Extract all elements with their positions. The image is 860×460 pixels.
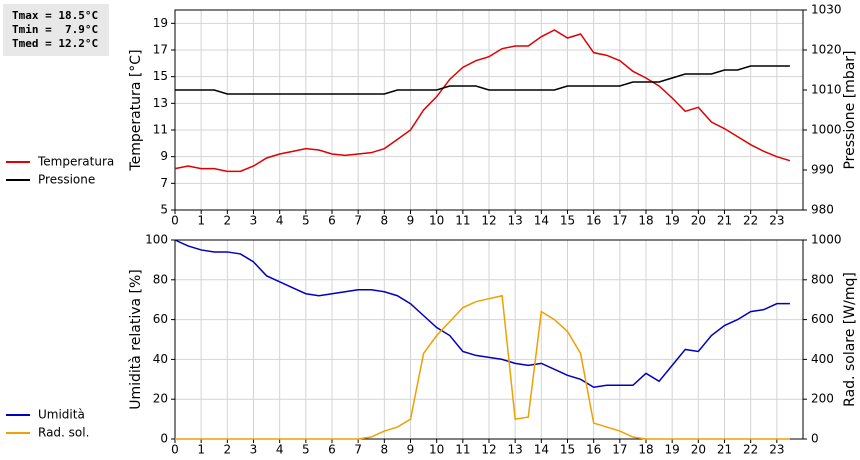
y-tick-label: 11 [153, 123, 168, 137]
y2-axis-title: Rad. solare [W/mq] [842, 272, 858, 407]
y2-tick-label: 1010 [811, 83, 842, 97]
x-tick-label: 12 [481, 443, 496, 457]
plot-frame [174, 239, 804, 440]
x-tick-label: 10 [429, 443, 444, 457]
x-tick-label: 8 [381, 214, 389, 228]
x-tick-label: 11 [455, 214, 470, 228]
x-tick-label: 13 [508, 443, 523, 457]
y2-tick-label: 990 [811, 163, 834, 177]
y2-axis-title: Pressione [mbar] [842, 50, 858, 169]
y2-tick-label: 1020 [811, 43, 842, 57]
series-line [174, 29, 791, 173]
x-tick-label: 19 [665, 214, 680, 228]
y2-tick-label: 600 [811, 312, 834, 326]
x-tick-label: 3 [250, 443, 258, 457]
x-tick-label: 6 [328, 214, 336, 228]
x-tick-label: 1 [197, 443, 205, 457]
y-tick-label: 17 [153, 43, 168, 57]
x-tick-label: 15 [560, 443, 575, 457]
legend-label: Rad. sol. [38, 426, 89, 440]
y2-tick-label: 800 [811, 272, 834, 286]
x-tick-label: 6 [328, 443, 336, 457]
y-tick-label: 0 [160, 432, 168, 446]
y-tick-label: 100 [145, 233, 168, 247]
y-tick-label: 7 [160, 176, 168, 190]
x-tick-label: 18 [638, 214, 653, 228]
x-tick-label: 5 [302, 443, 310, 457]
x-tick-label: 19 [665, 443, 680, 457]
y2-tick-label: 1000 [811, 123, 842, 137]
x-tick-label: 22 [743, 443, 758, 457]
x-tick-label: 23 [769, 443, 784, 457]
y2-tick-label: 1030 [811, 3, 842, 17]
x-tick-label: 9 [407, 214, 415, 228]
series-line [174, 239, 790, 389]
x-tick-label: 3 [250, 214, 258, 228]
y2-tick-label: 1000 [811, 233, 842, 247]
y2-tick-label: 980 [811, 203, 834, 217]
x-tick-label: 9 [407, 443, 415, 457]
x-tick-label: 12 [481, 214, 496, 228]
x-tick-label: 8 [381, 443, 389, 457]
y-axis-title: Temperatura [°C] [128, 49, 144, 171]
y2-tick-label: 0 [811, 432, 819, 446]
y-tick-label: 80 [153, 272, 168, 286]
legend-label: Umidità [38, 408, 85, 422]
x-tick-label: 21 [717, 443, 732, 457]
x-tick-label: 4 [276, 443, 284, 457]
x-tick-label: 13 [508, 214, 523, 228]
x-tick-label: 7 [354, 443, 362, 457]
summary-line: Tmin = 7.9°C [12, 23, 98, 36]
x-tick-label: 16 [586, 443, 601, 457]
x-tick-label: 2 [224, 214, 232, 228]
x-tick-label: 7 [354, 214, 362, 228]
x-tick-label: 0 [171, 443, 179, 457]
x-tick-label: 17 [612, 214, 627, 228]
y-tick-label: 15 [153, 69, 168, 83]
series-line [175, 294, 790, 440]
x-tick-label: 0 [171, 214, 179, 228]
y2-tick-label: 200 [811, 392, 834, 406]
x-tick-label: 18 [638, 443, 653, 457]
x-tick-label: 2 [224, 443, 232, 457]
y-axis-title: Umidità relativa [%] [128, 269, 144, 410]
y2-tick-label: 400 [811, 352, 834, 366]
summary-line: Tmax = 18.5°C [12, 9, 98, 22]
y-tick-label: 19 [153, 16, 168, 30]
x-tick-label: 16 [586, 214, 601, 228]
y-tick-label: 13 [153, 96, 168, 110]
x-tick-label: 1 [197, 214, 205, 228]
y-tick-label: 9 [160, 149, 168, 163]
y-tick-label: 60 [153, 312, 168, 326]
x-tick-label: 5 [302, 214, 310, 228]
x-tick-label: 23 [769, 214, 784, 228]
x-tick-label: 11 [455, 443, 470, 457]
legend-label: Pressione [38, 173, 95, 187]
x-tick-label: 15 [560, 214, 575, 228]
summary-line: Tmed = 12.2°C [12, 37, 98, 50]
legend-label: Temperatura [37, 155, 114, 169]
x-tick-label: 22 [743, 214, 758, 228]
plot-frame [174, 9, 804, 211]
y-tick-label: 5 [160, 203, 168, 217]
x-tick-label: 14 [534, 443, 549, 457]
x-tick-label: 10 [429, 214, 444, 228]
x-tick-label: 14 [534, 214, 549, 228]
x-tick-label: 20 [691, 443, 706, 457]
series-line [175, 65, 790, 95]
x-tick-label: 17 [612, 443, 627, 457]
y-tick-label: 40 [153, 352, 168, 366]
x-tick-label: 20 [691, 214, 706, 228]
summary-box [3, 4, 109, 56]
y-tick-label: 20 [153, 392, 168, 406]
x-tick-label: 21 [717, 214, 732, 228]
x-tick-label: 4 [276, 214, 284, 228]
